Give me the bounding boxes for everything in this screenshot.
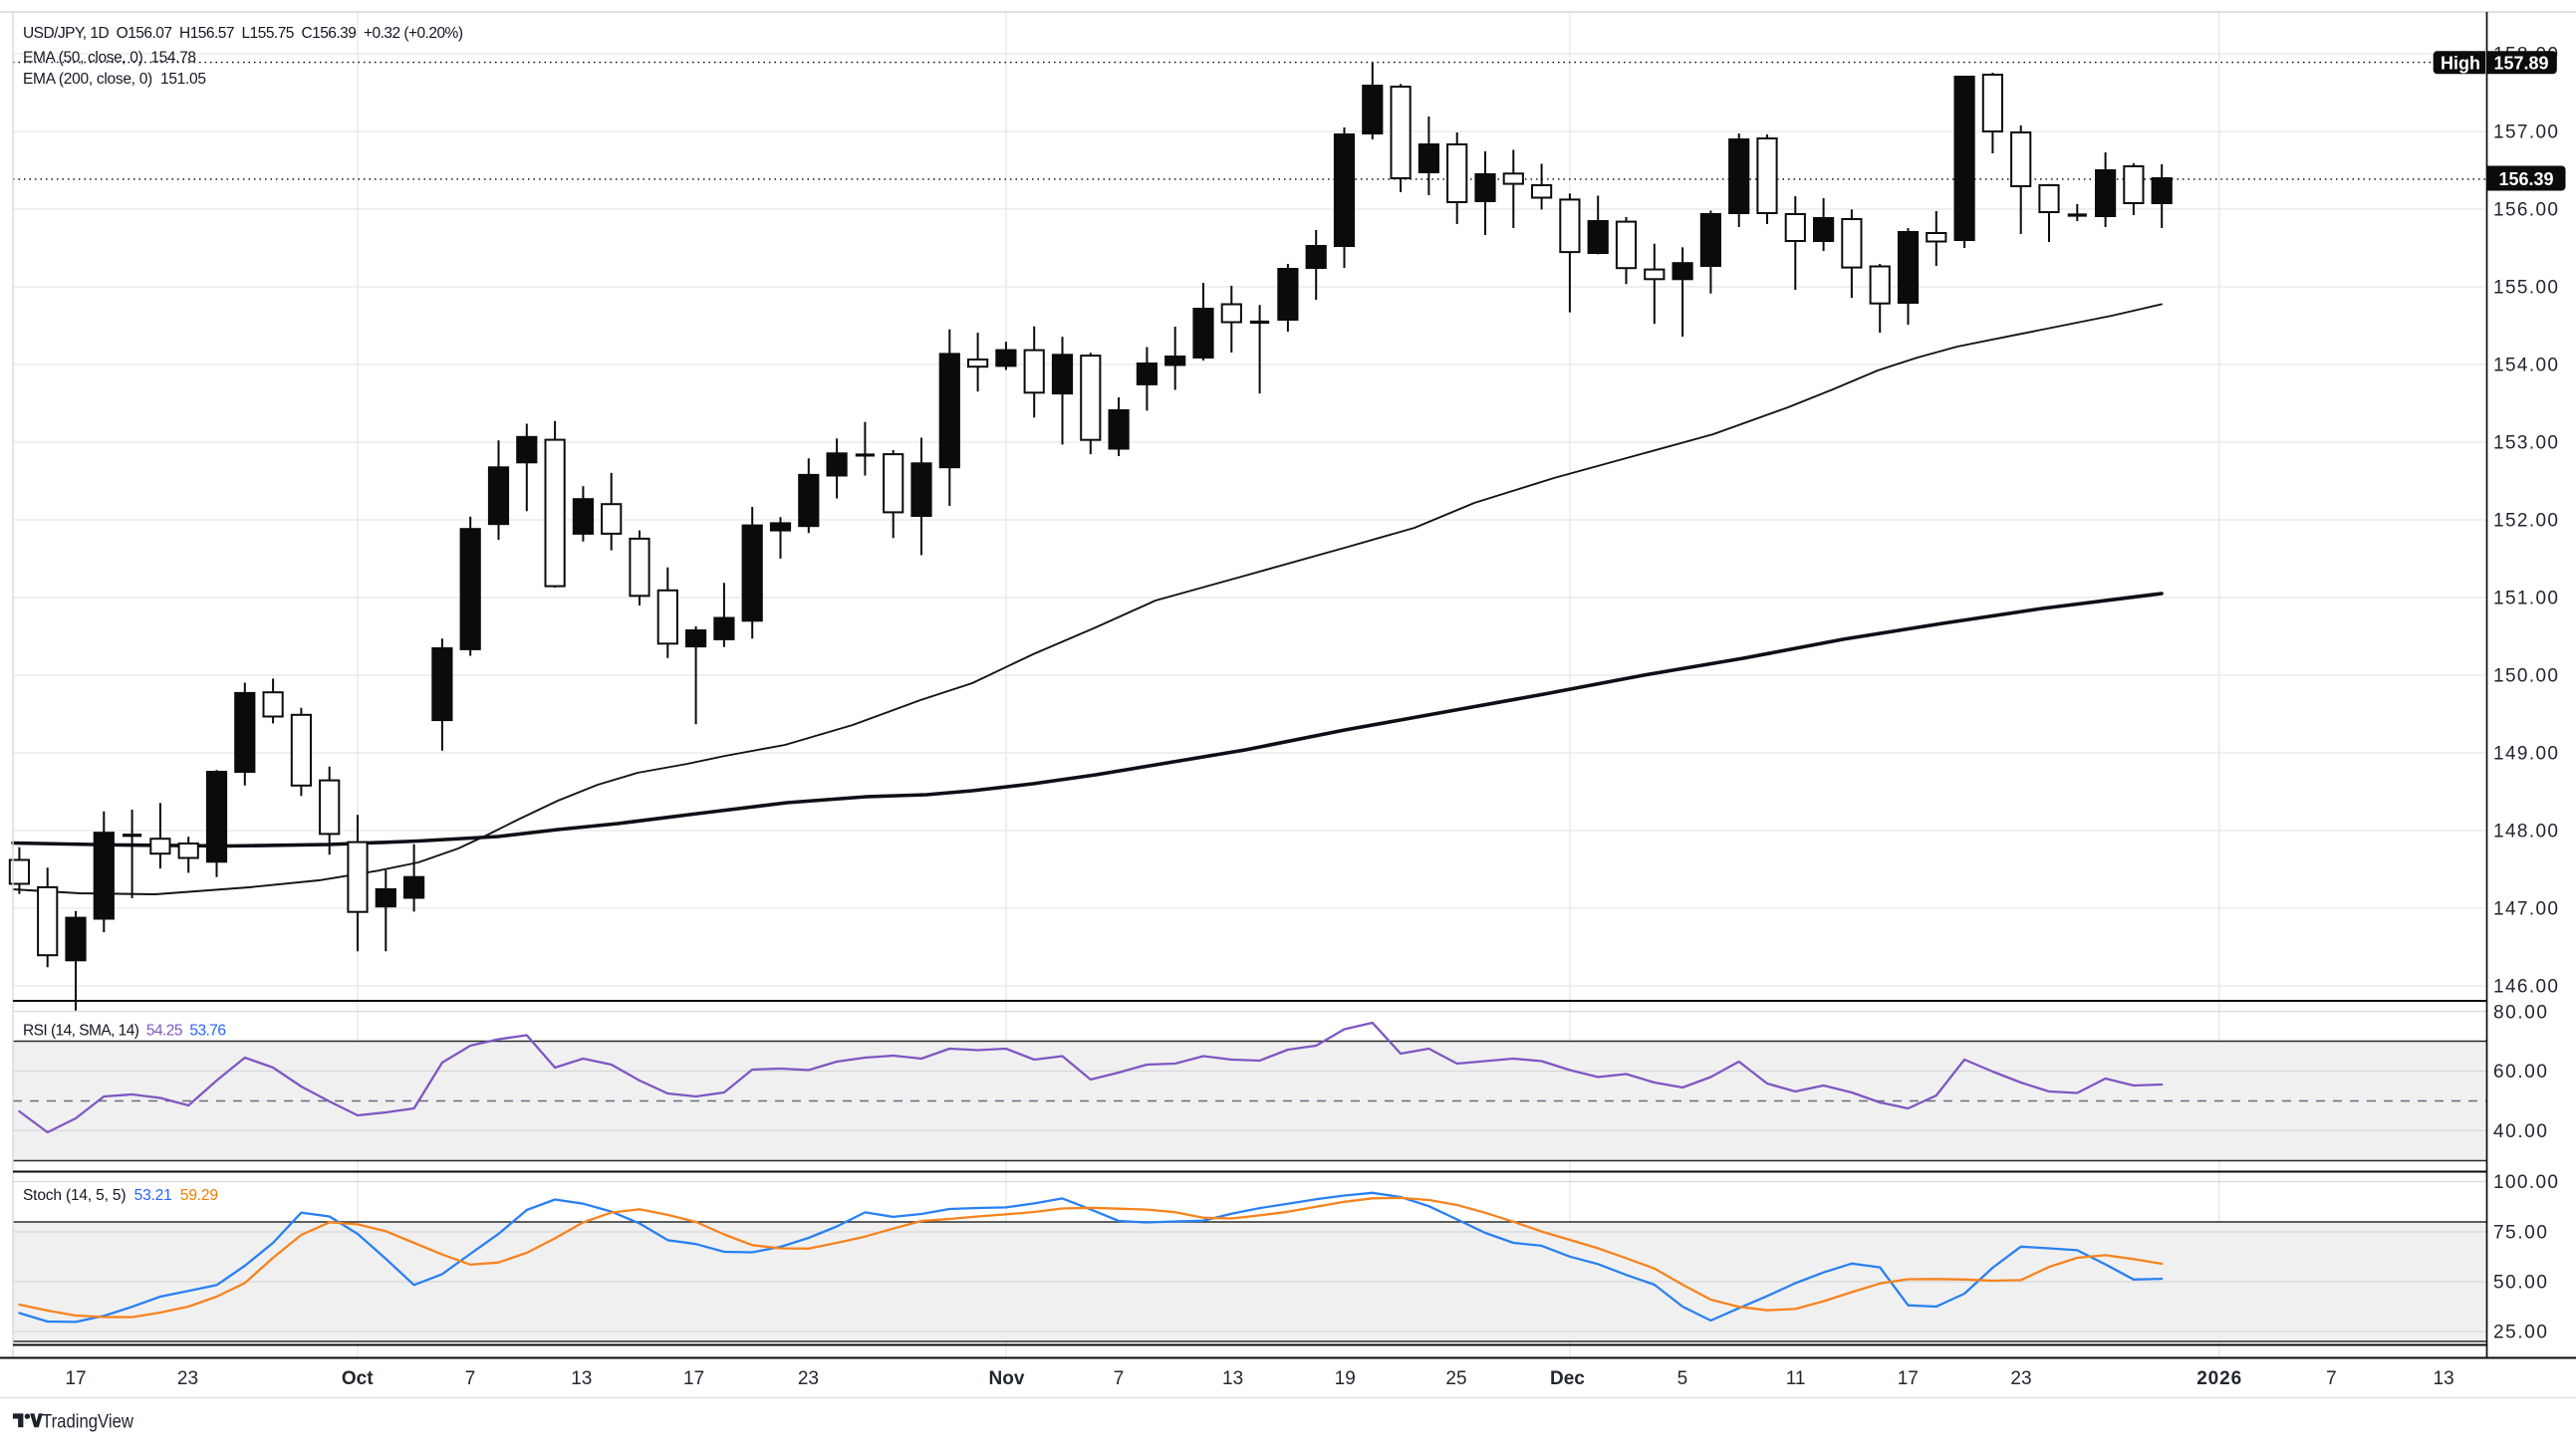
svg-text:100.00: 100.00: [2493, 1172, 2558, 1193]
svg-text:60.00: 60.00: [2493, 1062, 2547, 1083]
svg-text:155.00: 155.00: [2493, 278, 2558, 299]
svg-text:17: 17: [1898, 1368, 1919, 1389]
svg-text:50.00: 50.00: [2493, 1273, 2547, 1294]
svg-text:17: 17: [683, 1368, 704, 1389]
svg-text:157.00: 157.00: [2493, 122, 2558, 143]
svg-text:40.00: 40.00: [2493, 1121, 2547, 1142]
svg-text:151.00: 151.00: [2493, 589, 2558, 609]
svg-text:EMA (50, close, 0) 154.78: EMA (50, close, 0) 154.78: [23, 50, 196, 67]
svg-text:2026: 2026: [2196, 1368, 2241, 1389]
svg-text:17: 17: [65, 1368, 86, 1389]
svg-text:High: High: [2441, 54, 2480, 74]
svg-text:80.00: 80.00: [2493, 1002, 2547, 1023]
svg-text:23: 23: [177, 1368, 198, 1389]
svg-text:Dec: Dec: [1550, 1368, 1585, 1389]
svg-text:157.89: 157.89: [2493, 54, 2548, 74]
svg-text:7: 7: [1114, 1368, 1125, 1389]
svg-text:23: 23: [2010, 1368, 2031, 1389]
svg-text:25.00: 25.00: [2493, 1323, 2547, 1343]
svg-text:13: 13: [1222, 1368, 1243, 1389]
svg-text:7: 7: [465, 1368, 476, 1389]
svg-text:152.00: 152.00: [2493, 511, 2558, 532]
svg-text:156.00: 156.00: [2493, 200, 2558, 221]
svg-text:11: 11: [1786, 1368, 1806, 1389]
svg-text:153.00: 153.00: [2493, 433, 2558, 454]
svg-text:Oct: Oct: [342, 1368, 374, 1389]
svg-text:25: 25: [1445, 1368, 1466, 1389]
svg-text:Nov: Nov: [989, 1368, 1025, 1389]
svg-text:13: 13: [2434, 1368, 2454, 1389]
svg-text:5: 5: [1677, 1368, 1688, 1389]
svg-text:Stoch (14, 5, 5) 53.21 59.29: Stoch (14, 5, 5) 53.21 59.29: [23, 1187, 218, 1204]
svg-text:146.00: 146.00: [2493, 977, 2558, 998]
svg-text:7: 7: [2326, 1368, 2337, 1389]
svg-text:EMA (200, close, 0) 151.05: EMA (200, close, 0) 151.05: [23, 71, 206, 88]
svg-text:149.00: 149.00: [2493, 744, 2558, 765]
svg-text:147.00: 147.00: [2493, 899, 2558, 920]
svg-text:23: 23: [798, 1368, 819, 1389]
svg-text:156.39: 156.39: [2498, 169, 2553, 189]
svg-text:75.00: 75.00: [2493, 1223, 2547, 1244]
svg-text:150.00: 150.00: [2493, 666, 2558, 687]
svg-text:13: 13: [571, 1368, 592, 1389]
svg-text:19: 19: [1335, 1368, 1356, 1389]
svg-text:148.00: 148.00: [2493, 822, 2558, 843]
svg-text:RSI (14, SMA, 14) 54.25 53.7: RSI (14, SMA, 14) 54.25 53.76: [23, 1023, 226, 1040]
svg-text:154.00: 154.00: [2493, 356, 2558, 376]
svg-text:USD/JPY, 1D O156.07 H156.57: USD/JPY, 1D O156.07 H156.57 L155.75 C156…: [23, 25, 463, 42]
svg-text:TradingView: TradingView: [42, 1412, 133, 1433]
